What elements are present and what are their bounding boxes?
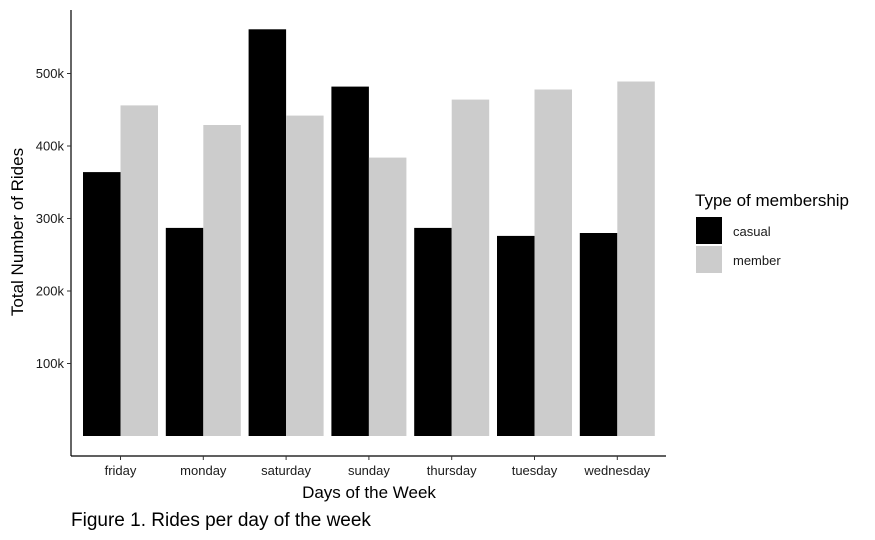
figure-caption: Figure 1. Rides per day of the week [71,510,371,531]
x-tick-label: tuesday [512,463,558,478]
bar-casual-tuesday [497,235,535,436]
x-tick-label: wednesday [583,463,650,478]
bar-member-monday [203,125,241,436]
y-tick-label: 500k [36,66,65,81]
bar-casual-wednesday [579,233,618,436]
y-axis-title: Total Number of Rides [8,148,27,316]
y-tick-label: 200k [36,284,65,299]
legend: casual member [696,217,781,273]
y-tick-label: 300k [36,211,65,226]
bars-layer [83,29,655,437]
axes-layer: 100k 200k 300k 400k 500k friday monday saturday… [36,10,666,478]
bar-member-friday [120,105,158,437]
x-tick-label: saturday [261,463,311,478]
legend-title: Type of membership [695,191,849,210]
x-tick-label: thursday [427,463,477,478]
x-tick-label: sunday [348,463,390,478]
bar-casual-thursday [414,227,452,436]
x-tick-label: monday [180,463,227,478]
bar-casual-saturday [248,29,287,437]
bar-casual-sunday [331,86,369,436]
bar-casual-monday [165,227,204,436]
y-tick-label: 400k [36,139,65,154]
bar-member-wednesday [617,81,655,436]
x-axis-title: Days of the Week [302,483,436,502]
legend-label-casual: casual [733,224,771,239]
bar-casual-friday [83,172,121,436]
legend-key-casual [696,217,722,244]
y-tick-label: 100k [36,356,65,371]
x-tick-label: friday [105,463,137,478]
bar-member-sunday [368,157,407,436]
legend-key-member [696,246,722,273]
legend-label-member: member [733,253,781,268]
bar-member-saturday [286,115,324,436]
bar-member-thursday [451,99,490,436]
bar-member-tuesday [534,89,572,436]
